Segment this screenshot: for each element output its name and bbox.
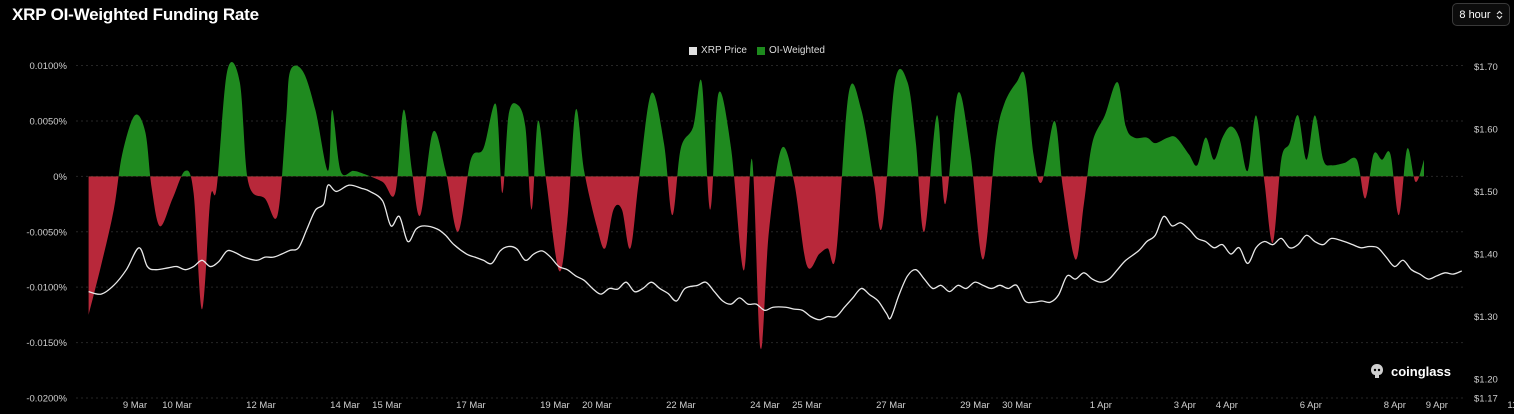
y-left-tick-label: -0.0100% [26, 283, 67, 294]
legend-swatch [757, 46, 765, 55]
y-right-tick-label: $1.30 [1474, 312, 1498, 323]
funding-negative-area [88, 176, 1425, 349]
legend-swatch [689, 46, 698, 55]
x-tick-label: 1 Apr [1090, 400, 1112, 411]
x-tick-label: 14 Mar [330, 400, 360, 411]
chevron-updown-icon [1496, 10, 1503, 19]
legend-item[interactable]: XRP Price [689, 45, 747, 56]
chart-legend: XRP Price OI-Weighted [0, 45, 1514, 56]
legend-label: XRP Price [701, 45, 747, 56]
x-tick-label: 19 Mar [540, 400, 570, 411]
x-tick-label: 9 Apr [1426, 400, 1448, 411]
page-title: XRP OI-Weighted Funding Rate [12, 5, 259, 24]
x-tick-label: 15 Mar [372, 400, 402, 411]
y-left-tick-label: -0.0150% [26, 338, 67, 349]
x-tick-label: 29 Mar [960, 400, 990, 411]
x-tick-label: 25 Mar [792, 400, 822, 411]
x-tick-label: 10 Mar [162, 400, 192, 411]
y-right-tick-label: $1.40 [1474, 250, 1498, 261]
x-tick-label: 17 Mar [456, 400, 486, 411]
x-tick-label: 12 Mar [246, 400, 276, 411]
x-tick-label: 27 Mar [876, 400, 906, 411]
y-left-tick-label: 0.0050% [29, 116, 67, 127]
interval-label: 8 hour [1459, 8, 1491, 21]
funding-positive-area [118, 62, 1425, 177]
y-left-tick-label: 0.0100% [29, 61, 67, 72]
x-tick-label: 11 Apr [1507, 400, 1514, 411]
x-tick-label: 20 Mar [582, 400, 612, 411]
x-tick-label: 22 Mar [666, 400, 696, 411]
x-tick-label: 6 Apr [1300, 400, 1322, 411]
y-right-tick-label: $1.20 [1474, 375, 1498, 386]
x-tick-label: 4 Apr [1216, 400, 1238, 411]
y-right-tick-label: $1.60 [1474, 124, 1498, 135]
interval-select[interactable]: 8 hour [1452, 3, 1510, 26]
coinglass-logo: coinglass [1368, 362, 1451, 380]
y-left-tick-label: -0.0200% [26, 394, 67, 405]
y-left-tick-label: 0% [53, 172, 67, 183]
brand-name: coinglass [1391, 363, 1451, 379]
y-right-tick-label: $1.17 [1474, 394, 1498, 405]
y-right-tick-label: $1.70 [1474, 62, 1498, 73]
x-tick-label: 30 Mar [1002, 400, 1032, 411]
price-line [88, 184, 1463, 321]
legend-item[interactable]: OI-Weighted [757, 45, 825, 56]
y-left-tick-label: -0.0050% [26, 227, 67, 238]
y-right-tick-label: $1.50 [1474, 187, 1498, 198]
coinglass-logo-icon [1371, 364, 1383, 378]
x-tick-label: 24 Mar [750, 400, 780, 411]
x-tick-label: 8 Apr [1384, 400, 1406, 411]
x-tick-label: 3 Apr [1174, 400, 1196, 411]
x-tick-label: 9 Mar [123, 400, 147, 411]
legend-label: OI-Weighted [769, 45, 825, 56]
